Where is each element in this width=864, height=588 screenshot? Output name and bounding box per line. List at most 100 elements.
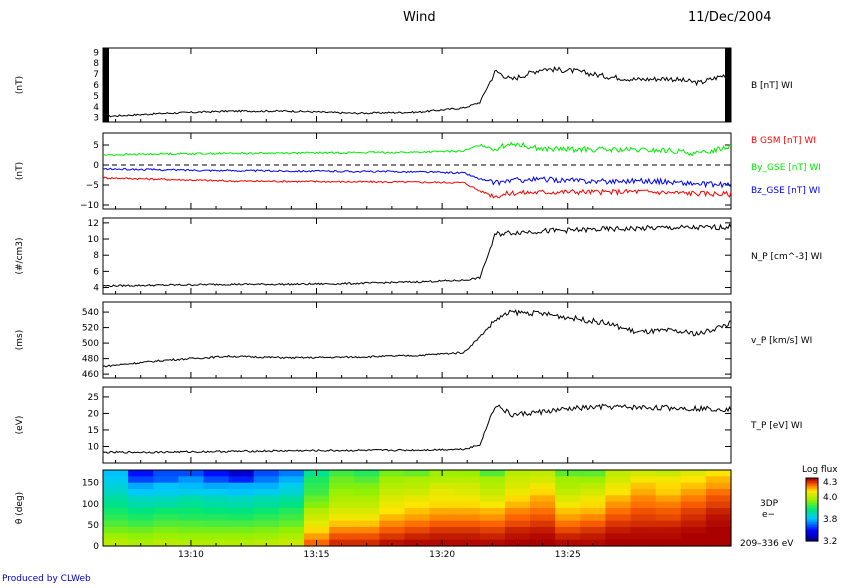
heatmap-cell	[329, 508, 355, 515]
heatmap-cell	[580, 508, 606, 515]
heatmap-cell	[379, 508, 406, 515]
panel-4: (ms) 460 480 500 520 540 v_P [km/s] WI	[15, 301, 812, 380]
heatmap-cell	[128, 482, 154, 490]
heatmap-cell	[680, 489, 707, 496]
heatmap-cell	[655, 501, 682, 509]
heatmap-cell	[504, 533, 531, 541]
time-axis: 13:10 13:15 13:20 13:25	[115, 48, 594, 560]
heatmap-cell	[630, 520, 657, 528]
heatmap-cell	[303, 495, 330, 503]
heatmap-cell	[153, 533, 179, 541]
heatmap-cell	[128, 520, 154, 528]
heatmap-cell	[479, 495, 506, 503]
heatmap-cell	[479, 501, 506, 509]
panel-frame	[102, 386, 732, 464]
colorbar-swatch	[806, 481, 818, 484]
heatmap-cell	[655, 489, 682, 496]
heatmap-cell	[303, 482, 330, 490]
series-label: B [nT] WI	[751, 81, 793, 91]
y-tick-label: 5	[93, 92, 99, 102]
heatmap-cell	[580, 501, 606, 509]
colorbar-swatch	[806, 492, 818, 495]
heatmap-cell	[103, 470, 129, 477]
heatmap-cell	[705, 539, 732, 547]
y-tick-label: 6	[93, 81, 99, 91]
heatmap-cell	[153, 514, 179, 522]
y-tick-label: 8	[93, 251, 99, 261]
y-tick-label: −10	[80, 201, 99, 211]
heatmap-cell	[379, 527, 406, 534]
y-tick-label: 6	[93, 267, 99, 277]
left-ruler	[103, 48, 109, 122]
heatmap-cell	[379, 514, 406, 522]
series-line	[102, 223, 732, 288]
colorbar-swatch	[806, 507, 818, 511]
heatmap-cell	[379, 489, 406, 496]
heatmap-cell	[429, 489, 456, 496]
colorbar-swatch	[806, 522, 818, 525]
heatmap-cell	[103, 501, 129, 509]
panel-frame	[102, 47, 732, 123]
heatmap-cell	[530, 489, 556, 496]
heatmap-cell	[404, 514, 431, 522]
colorbar-swatch	[806, 490, 818, 493]
heatmap-cell	[278, 495, 305, 503]
heatmap-cell	[429, 476, 456, 484]
heatmap-cell	[153, 470, 179, 477]
heatmap-cell	[228, 508, 255, 515]
heatmap-cell	[404, 501, 431, 509]
heatmap-cell	[630, 501, 657, 509]
heatmap-cell	[379, 495, 406, 503]
heatmap-cell	[128, 495, 154, 503]
heatmap-cell	[605, 501, 632, 509]
heatmap-cell	[429, 533, 456, 541]
heatmap-cell	[630, 495, 657, 503]
heatmap-cell	[203, 533, 230, 541]
heatmap-cell	[178, 482, 205, 490]
heatmap-cell	[354, 508, 380, 515]
heatmap-cell	[479, 514, 506, 522]
heatmap-cell	[404, 482, 431, 490]
heatmap-cell	[680, 470, 707, 477]
heatmap-cell	[303, 514, 330, 522]
heatmap-cell	[278, 470, 305, 477]
heatmap-cell	[605, 508, 632, 515]
heatmap-cell	[404, 508, 431, 515]
series-line	[102, 65, 732, 118]
heatmap-cell	[555, 527, 581, 534]
heatmap-cell	[228, 527, 255, 534]
heatmap-cell	[479, 470, 506, 477]
heatmap-cell	[530, 514, 556, 522]
heatmap-cell	[354, 520, 380, 528]
heatmap-cell	[705, 476, 732, 484]
x-tick-label: 13:15	[304, 550, 330, 560]
heatmap-cell	[555, 514, 581, 522]
heatmap-cell	[329, 476, 355, 484]
heatmap-cell	[253, 501, 280, 509]
heatmap-cell	[354, 476, 380, 484]
colorbar-frame	[805, 477, 819, 542]
colorbar-swatch	[806, 514, 818, 517]
heatmap-cell	[354, 533, 380, 541]
colorbar-swatch	[806, 478, 818, 481]
y-tick-label: 25	[88, 393, 99, 403]
heatmap-cell	[605, 476, 632, 484]
heatmap-cell	[278, 501, 305, 509]
colorbar-swatch	[806, 500, 818, 503]
heatmap-cell	[530, 495, 556, 503]
heatmap-cell	[680, 482, 707, 490]
heatmap-cell	[153, 495, 179, 503]
heatmap-cell	[178, 489, 205, 496]
heatmap-cell	[278, 482, 305, 490]
heatmap-cell	[203, 482, 230, 490]
colorbar-swatch	[806, 485, 818, 489]
colorbar-swatch	[806, 511, 818, 514]
heatmap-cell	[555, 476, 581, 484]
heatmap-cell	[128, 514, 154, 522]
series-label: Bz_GSE [nT] WI	[751, 186, 820, 196]
y-axis-label: (#/cm3)	[15, 237, 25, 274]
heatmap-cell	[354, 527, 380, 534]
heatmap-cell	[128, 527, 154, 534]
colorbar-swatch	[806, 489, 818, 492]
y-tick-label: 460	[82, 370, 99, 380]
